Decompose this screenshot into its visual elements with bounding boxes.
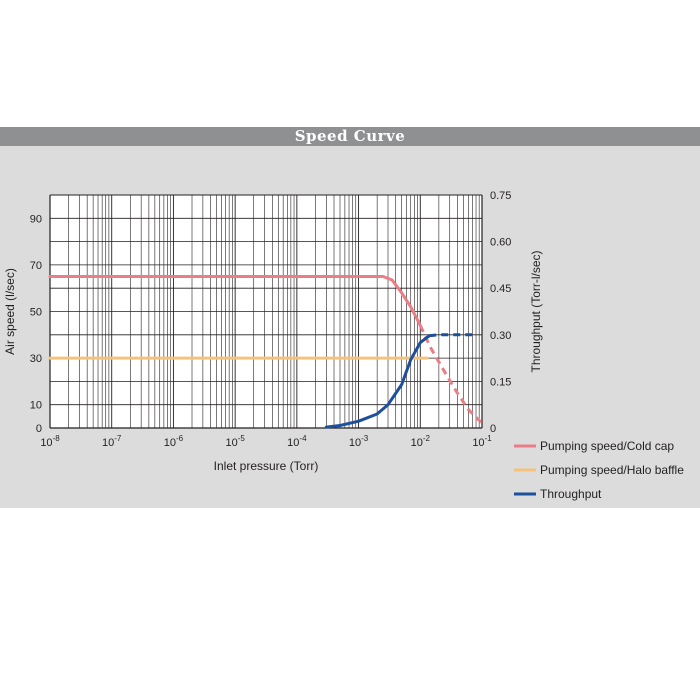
y2-tick-label: 0.45	[490, 283, 511, 295]
series-line-pumping-speed-cold-cap	[48, 275, 422, 327]
x-tick-label: 10-7	[102, 434, 122, 449]
y2-tick-label: 0.75	[490, 190, 511, 202]
y2-axis-label: Throughput (Torr-l/sec)	[529, 250, 543, 372]
chart-title: Speed Curve	[294, 127, 406, 145]
y-tick-label: 30	[30, 353, 42, 365]
x-tick-label: 10-2	[411, 434, 431, 449]
y2-tick-label: 0	[490, 423, 496, 435]
y2-tick-label: 0.30	[490, 330, 511, 342]
series-dashed-throughput	[429, 333, 476, 338]
x-tick-label: 10-6	[164, 434, 184, 449]
y2-tick-label: 0.60	[490, 237, 511, 249]
x-tick-label: 10-8	[40, 434, 60, 449]
y-tick-label: 10	[30, 400, 42, 412]
y-tick-label: 50	[30, 307, 42, 319]
x-tick-label: 10-3	[349, 434, 369, 449]
x-tick-label: 10-1	[472, 434, 492, 449]
legend-label-pumping-speed-cold-cap: Pumping speed/Cold cap	[540, 439, 674, 453]
series-dashed-pumping-speed-cold-cap	[418, 324, 484, 425]
series-line-throughput	[324, 334, 431, 429]
legend-label-pumping-speed-halo-baffle: Pumping speed/Halo baffle	[540, 463, 684, 477]
y-tick-label: 90	[30, 213, 42, 225]
y-tick-label: 0	[36, 423, 42, 435]
x-axis-label: Inlet pressure (Torr)	[214, 459, 319, 473]
y2-tick-label: 0.15	[490, 376, 511, 388]
chart-title-bar: Speed Curve	[0, 127, 700, 146]
y-axis-label: Air speed (l/sec)	[3, 268, 17, 355]
x-tick-label: 10-5	[225, 434, 245, 449]
y-tick-label: 70	[30, 260, 42, 272]
x-tick-label: 10-4	[287, 434, 307, 449]
legend-label-throughput: Throughput	[540, 487, 602, 501]
